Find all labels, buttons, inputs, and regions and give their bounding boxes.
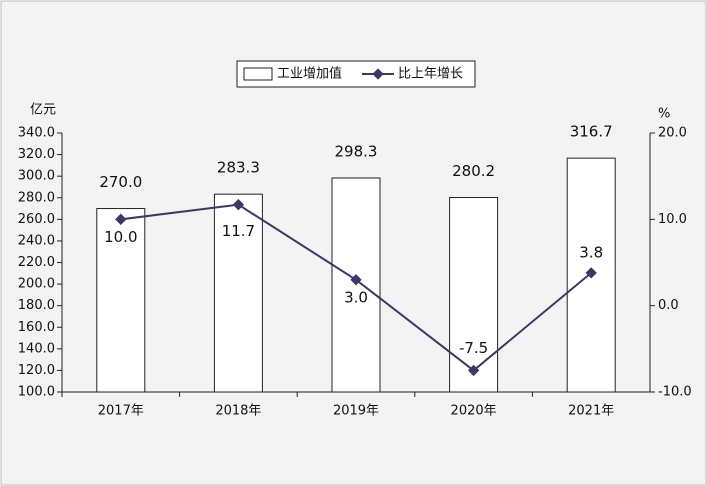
y-tick-label: 320.0 — [18, 147, 55, 162]
y-tick-label: 260.0 — [18, 212, 55, 227]
y-tick-label: 240.0 — [18, 233, 55, 248]
y2-tick-label: -10.0 — [658, 385, 692, 400]
line-marker — [350, 274, 362, 286]
bar-value-label: 298.3 — [335, 143, 378, 161]
y-tick-label: 180.0 — [18, 298, 55, 313]
x-tick-label: 2021年 — [568, 404, 614, 419]
bar — [213, 193, 263, 393]
bar-value-label: 316.7 — [570, 123, 613, 141]
legend-label: 比上年增长 — [398, 67, 463, 82]
bar-value-label: 270.0 — [99, 173, 142, 191]
bar-value-label: 280.2 — [452, 162, 495, 180]
line-marker — [585, 267, 597, 279]
bar-value-label: 283.3 — [217, 159, 260, 177]
y-tick-label: 140.0 — [18, 341, 55, 356]
y2-tick-label: 20.0 — [658, 126, 687, 141]
y2-tick-label: 0.0 — [658, 298, 679, 313]
x-tick-label: 2018年 — [215, 404, 261, 419]
line-value-label: 10.0 — [104, 228, 137, 246]
x-tick-label: 2017年 — [98, 404, 144, 419]
line-marker — [232, 198, 245, 211]
y-tick-label: 300.0 — [18, 169, 55, 184]
y-tick-label: 120.0 — [18, 363, 55, 378]
y-tick-label: 340.0 — [18, 126, 55, 141]
legend-label: 工业增加值 — [277, 66, 342, 82]
y2-tick-label: 10.0 — [658, 212, 687, 227]
x-tick-label: 2019年 — [333, 404, 379, 419]
y-tick-label: 160.0 — [18, 320, 55, 335]
line-marker — [467, 364, 480, 377]
legend-box — [236, 60, 476, 88]
y-axis-label: 亿元 — [30, 103, 56, 118]
line-value-label: 11.7 — [222, 222, 255, 240]
bar — [449, 197, 499, 393]
y-tick-label: 100.0 — [18, 385, 55, 400]
legend-swatch — [243, 67, 273, 81]
x-tick-label: 2020年 — [451, 404, 497, 419]
line-value-label: -7.5 — [459, 339, 488, 357]
line-value-label: 3.8 — [579, 243, 603, 261]
y-tick-label: 280.0 — [18, 190, 55, 205]
line-value-label: 3.0 — [344, 288, 368, 306]
y-tick-label: 200.0 — [18, 277, 55, 292]
bar — [96, 208, 146, 393]
y-tick-label: 220.0 — [18, 255, 55, 270]
y2-axis-label: % — [658, 107, 670, 122]
